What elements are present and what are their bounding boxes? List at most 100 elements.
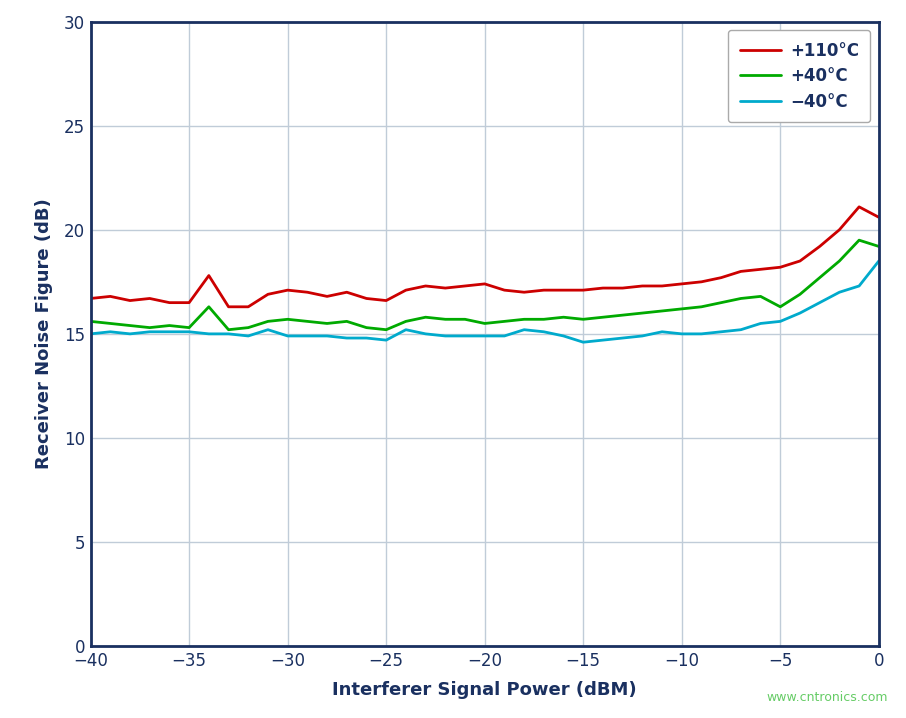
+110°C (420, 281, 431, 290)
+110°C (439, 284, 450, 292)
+110°C (124, 297, 135, 305)
+40°C (243, 323, 254, 332)
+40°C (696, 302, 707, 311)
−40°C (538, 327, 549, 336)
Y-axis label: Receiver Noise Figure (dB): Receiver Noise Figure (dB) (34, 198, 53, 470)
+40°C (795, 290, 805, 299)
+110°C (716, 274, 727, 282)
−40°C (834, 288, 844, 297)
+110°C (381, 297, 391, 305)
−40°C (144, 327, 155, 336)
−40°C (342, 334, 352, 342)
−40°C (203, 330, 214, 338)
+40°C (282, 315, 293, 324)
−40°C (499, 332, 510, 340)
+40°C (144, 323, 155, 332)
+110°C (873, 213, 884, 222)
+40°C (381, 325, 391, 334)
+110°C (184, 298, 195, 307)
−40°C (439, 332, 450, 340)
Line: +40°C: +40°C (91, 240, 879, 330)
+110°C (795, 256, 805, 265)
+110°C (637, 281, 648, 290)
−40°C (223, 330, 234, 338)
+40°C (558, 313, 569, 322)
+40°C (342, 317, 352, 326)
Line: +110°C: +110°C (91, 207, 879, 307)
+40°C (538, 315, 549, 324)
+40°C (439, 315, 450, 324)
+110°C (736, 267, 747, 276)
−40°C (322, 332, 333, 340)
+40°C (853, 236, 864, 244)
−40°C (657, 327, 668, 336)
+110°C (853, 202, 864, 211)
−40°C (105, 327, 116, 336)
−40°C (124, 330, 135, 338)
+40°C (834, 256, 844, 265)
−40°C (617, 334, 628, 342)
−40°C (302, 332, 313, 340)
+40°C (578, 315, 589, 324)
+110°C (775, 263, 786, 271)
+40°C (657, 307, 668, 315)
+110°C (756, 265, 766, 274)
−40°C (598, 336, 609, 345)
+40°C (164, 321, 175, 330)
−40°C (736, 325, 747, 334)
+110°C (400, 286, 411, 294)
+40°C (814, 274, 825, 282)
+40°C (105, 319, 116, 327)
−40°C (459, 332, 470, 340)
+40°C (775, 302, 786, 311)
−40°C (578, 338, 589, 347)
−40°C (243, 332, 254, 340)
Line: −40°C: −40°C (91, 261, 879, 342)
Text: www.cntronics.com: www.cntronics.com (766, 691, 888, 704)
+110°C (361, 294, 371, 303)
−40°C (184, 327, 195, 336)
+110°C (479, 279, 490, 288)
+110°C (263, 290, 274, 299)
+110°C (676, 279, 687, 288)
−40°C (400, 325, 411, 334)
+110°C (459, 281, 470, 290)
−40°C (873, 256, 884, 265)
+110°C (85, 294, 96, 303)
+110°C (834, 225, 844, 234)
+110°C (342, 288, 352, 297)
+40°C (400, 317, 411, 326)
+110°C (243, 302, 254, 311)
−40°C (756, 319, 766, 327)
+40°C (85, 317, 96, 326)
+110°C (282, 286, 293, 294)
+110°C (696, 277, 707, 286)
+110°C (105, 292, 116, 301)
+110°C (322, 292, 333, 301)
+110°C (617, 284, 628, 292)
−40°C (479, 332, 490, 340)
+40°C (736, 294, 747, 303)
−40°C (795, 309, 805, 317)
+110°C (164, 298, 175, 307)
+110°C (203, 271, 214, 280)
+40°C (617, 311, 628, 320)
+110°C (302, 288, 313, 297)
+110°C (558, 286, 569, 294)
Legend: +110°C, +40°C, −40°C: +110°C, +40°C, −40°C (728, 30, 871, 122)
+40°C (716, 298, 727, 307)
−40°C (85, 330, 96, 338)
+40°C (676, 304, 687, 313)
+40°C (302, 317, 313, 326)
−40°C (558, 332, 569, 340)
+110°C (499, 286, 510, 294)
−40°C (361, 334, 371, 342)
−40°C (637, 332, 648, 340)
+110°C (223, 302, 234, 311)
+110°C (814, 242, 825, 251)
+40°C (873, 242, 884, 251)
+40°C (203, 302, 214, 311)
−40°C (775, 317, 786, 326)
+40°C (637, 309, 648, 317)
+40°C (223, 325, 234, 334)
